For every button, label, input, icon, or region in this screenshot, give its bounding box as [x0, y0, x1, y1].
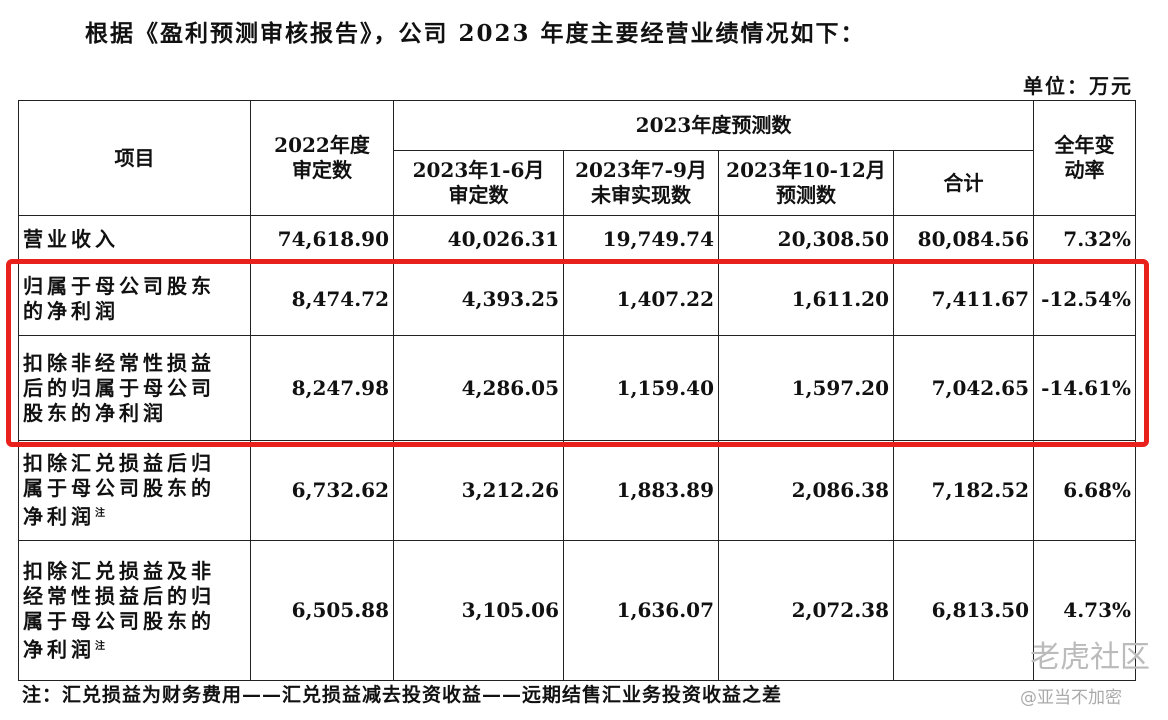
text-line: 2023年10-12月	[726, 158, 886, 182]
value-cell: 19,749.74	[563, 215, 719, 263]
text-line: 审定数	[448, 183, 509, 207]
value-cell: 1,636.07	[563, 540, 719, 681]
value-cell: 7.32%	[1033, 215, 1136, 263]
value-cell: -12.54%	[1033, 262, 1136, 336]
value-cell: 6,813.50	[893, 540, 1034, 681]
text-line: 营业收入	[23, 226, 119, 251]
text-line: 净利润注	[23, 637, 109, 662]
table-row: 项目 2022年度 审定数 2023年度预测数 全年变 动率	[18, 100, 1136, 216]
table-row: 归属于母公司股东 的净利润 8,474.72 4,393.25 1,407.22 1,61…	[18, 262, 1136, 336]
text-line: 审定数	[292, 158, 352, 182]
text-line: 扣除汇兑损益后归	[23, 451, 215, 476]
value-cell: 7,411.67	[893, 262, 1034, 336]
text-line: 动率	[1064, 158, 1105, 182]
title: 根据《盈利预测审核报告》，公司 2023 年度主要经营业绩情况如下：	[85, 20, 866, 47]
value-cell: 2,072.38	[718, 540, 894, 681]
value-cell: 8,474.72	[250, 262, 394, 336]
text-line: 2022年度	[274, 133, 370, 157]
value-cell: 1,407.22	[563, 262, 719, 336]
table-row: 营业收入 74,618.90 40,026.31 19,749.74 20,308.50…	[18, 215, 1136, 263]
table-row: 扣除汇兑损益后归 属于母公司股东的 净利润注 6,732.62 3,212.26 1,88…	[18, 440, 1136, 541]
row-label: 扣除非经常性损益 后的归属于母公司 股东的净利润	[18, 335, 251, 441]
value-cell: 4,286.05	[393, 335, 564, 441]
table-row: 扣除非经常性损益 后的归属于母公司 股东的净利润 8,247.98 4,286.05 1,…	[18, 335, 1136, 441]
value-cell: 6,505.88	[250, 540, 394, 681]
header-cell: 2023年10-12月 预测数	[718, 150, 894, 216]
watermark: 老虎社区	[1030, 640, 1150, 675]
value-cell: 1,611.20	[718, 262, 894, 336]
header-cell: 2023年1-6月 审定数	[393, 150, 564, 216]
text-line: 经常性损益后的归	[23, 583, 215, 608]
text-line: 净利润注	[23, 504, 109, 529]
text-line: 的净利润	[23, 299, 119, 323]
value-cell: 3,105.06	[393, 540, 564, 681]
value-cell: 74,618.90	[250, 215, 394, 263]
value-cell: 20,308.50	[718, 215, 894, 263]
text-line: 后的归属于母公司	[23, 375, 215, 400]
table: 项目 2022年度 审定数 2023年度预测数 全年变 动率 2023年1-6月 审定数 202…	[18, 100, 1136, 681]
text-line: 归属于母公司股东	[23, 274, 215, 298]
header-cell: 合计	[893, 150, 1034, 216]
row-label: 扣除汇兑损益及非 经常性损益后的归 属于母公司股东的 净利润注	[18, 540, 251, 681]
header-cell: 2023年度预测数	[393, 100, 1034, 151]
value-cell: 7,042.65	[893, 335, 1034, 441]
value-cell: 40,026.31	[393, 215, 564, 263]
row-label: 扣除汇兑损益后归 属于母公司股东的 净利润注	[18, 440, 251, 541]
value-cell: 8,247.98	[250, 335, 394, 441]
value-cell: 1,597.20	[718, 335, 894, 441]
value-cell: -14.61%	[1033, 335, 1136, 441]
note-mark: 注	[95, 640, 109, 652]
footnote: 注：汇兑损益为财务费用——汇兑损益减去投资收益——远期结售汇业务投资收益之差	[22, 684, 783, 706]
text-line: 预测数	[776, 183, 836, 207]
text-line: 股东的净利润	[23, 400, 167, 425]
note-mark: 注	[95, 508, 109, 520]
value-cell: 3,212.26	[393, 440, 564, 541]
text-line: 属于母公司股东的	[23, 476, 215, 501]
text-line: 未审实现数	[591, 183, 691, 207]
header-cell: 全年变 动率	[1033, 100, 1136, 216]
value-cell: 1,883.89	[563, 440, 719, 541]
highlight-box	[6, 259, 1149, 447]
table-row: 2023年1-6月 审定数 2023年7-9月 未审实现数 2023年10-12月 预测数…	[19, 150, 1136, 216]
header-cell: 项目	[18, 100, 251, 216]
text-line: 属于母公司股东的	[23, 608, 215, 633]
value-cell: 6,732.62	[250, 440, 394, 541]
header-cell: 2022年度 审定数	[250, 100, 394, 216]
value-cell: 1,159.40	[563, 335, 719, 441]
value-cell: 7,182.52	[893, 440, 1034, 541]
value-cell: 4.73%	[1033, 540, 1136, 681]
unit: 单位：万元	[1023, 74, 1133, 98]
text-line: 全年变	[1054, 133, 1115, 157]
row-label: 归属于母公司股东 的净利润	[18, 262, 251, 336]
table-row: 扣除汇兑损益及非 经常性损益后的归 属于母公司股东的 净利润注 6,505.88 3,10…	[18, 540, 1136, 681]
text-line: 扣除非经常性损益	[23, 350, 215, 375]
watermark-author: @亚当不加密	[1020, 688, 1122, 708]
value-cell: 2,086.38	[718, 440, 894, 541]
value-cell: 6.68%	[1033, 440, 1136, 541]
text-line: 扣除汇兑损益及非	[23, 558, 215, 583]
text-line: 2023年7-9月	[575, 158, 707, 182]
row-label: 营业收入	[18, 215, 251, 263]
value-cell: 80,084.56	[893, 215, 1034, 263]
header-cell: 2023年7-9月 未审实现数	[563, 150, 719, 216]
text-line: 2023年1-6月	[412, 158, 545, 182]
